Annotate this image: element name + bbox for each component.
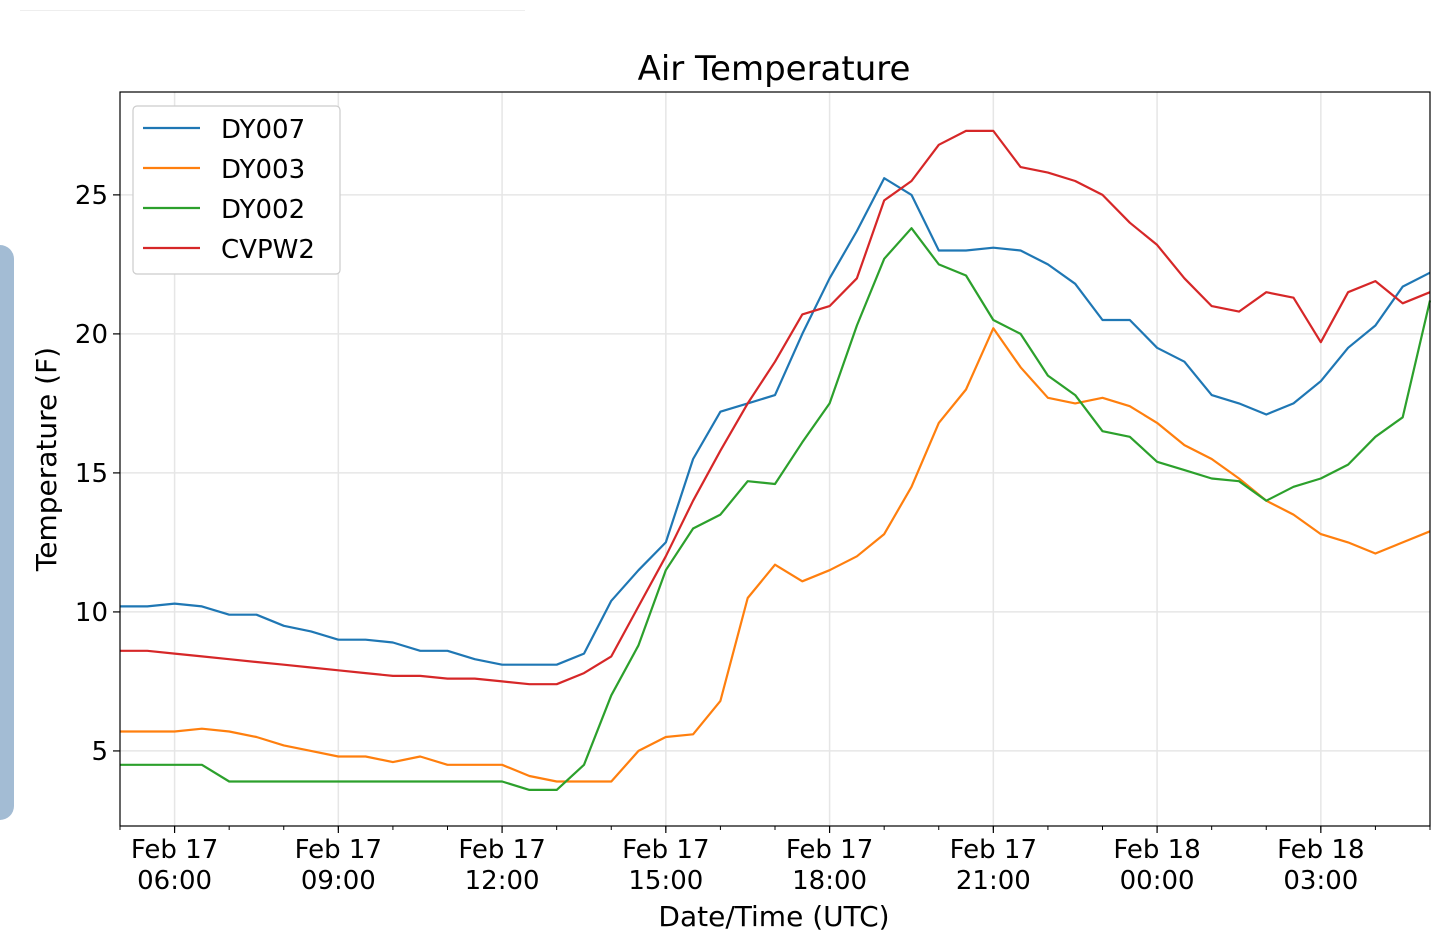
series-line-dy007	[120, 177, 1431, 666]
x-tick-label-date: Feb 18	[1277, 835, 1364, 865]
x-tick-label-time: 15:00	[628, 866, 703, 896]
legend-label-dy002: DY002	[221, 195, 305, 225]
x-tick-label-time: 03:00	[1283, 866, 1358, 896]
x-tick-label-date: Feb 17	[622, 835, 709, 865]
x-tick-label-time: 09:00	[301, 866, 376, 896]
divider	[20, 10, 525, 11]
y-tick-label: 15	[75, 459, 108, 489]
x-tick-label-date: Feb 17	[950, 835, 1037, 865]
y-tick-label: 25	[75, 181, 108, 211]
y-tick-label: 5	[91, 737, 108, 767]
x-tick-label-time: 12:00	[465, 866, 540, 896]
x-tick-label-time: 21:00	[956, 866, 1031, 896]
y-tick-label: 20	[75, 320, 108, 350]
x-tick-label-date: Feb 17	[131, 835, 218, 865]
y-axis-label: Temperature (F)	[30, 347, 63, 572]
y-tick-label: 10	[75, 598, 108, 628]
x-tick-label-date: Feb 17	[295, 835, 382, 865]
series-line-dy002	[120, 227, 1432, 792]
legend-label-dy007: DY007	[221, 115, 305, 145]
x-tick-label-time: 00:00	[1120, 866, 1195, 896]
x-tick-label-time: 06:00	[137, 866, 212, 896]
y-axis: 5 10 15 20 25	[75, 181, 120, 767]
legend-label-dy003: DY003	[221, 155, 305, 185]
x-tick-label-date: Feb 17	[458, 835, 545, 865]
chart-title: Air Temperature	[638, 49, 911, 89]
x-tick-label-time: 18:00	[792, 866, 867, 896]
side-panel-tab[interactable]	[0, 245, 14, 820]
legend-label-cvpw2: CVPW2	[221, 235, 315, 265]
series-line-dy003	[120, 327, 1431, 783]
x-axis-label: Date/Time (UTC)	[658, 900, 889, 933]
legend-box	[132, 105, 341, 275]
grid	[120, 92, 1430, 826]
series-lines	[120, 129, 1432, 792]
x-tick-label-date: Feb 18	[1113, 835, 1200, 865]
legend: DY007 DY003 DY002 CVPW2	[132, 105, 341, 275]
x-tick-label-date: Feb 17	[786, 835, 873, 865]
series-line-cvpw2	[120, 129, 1431, 686]
